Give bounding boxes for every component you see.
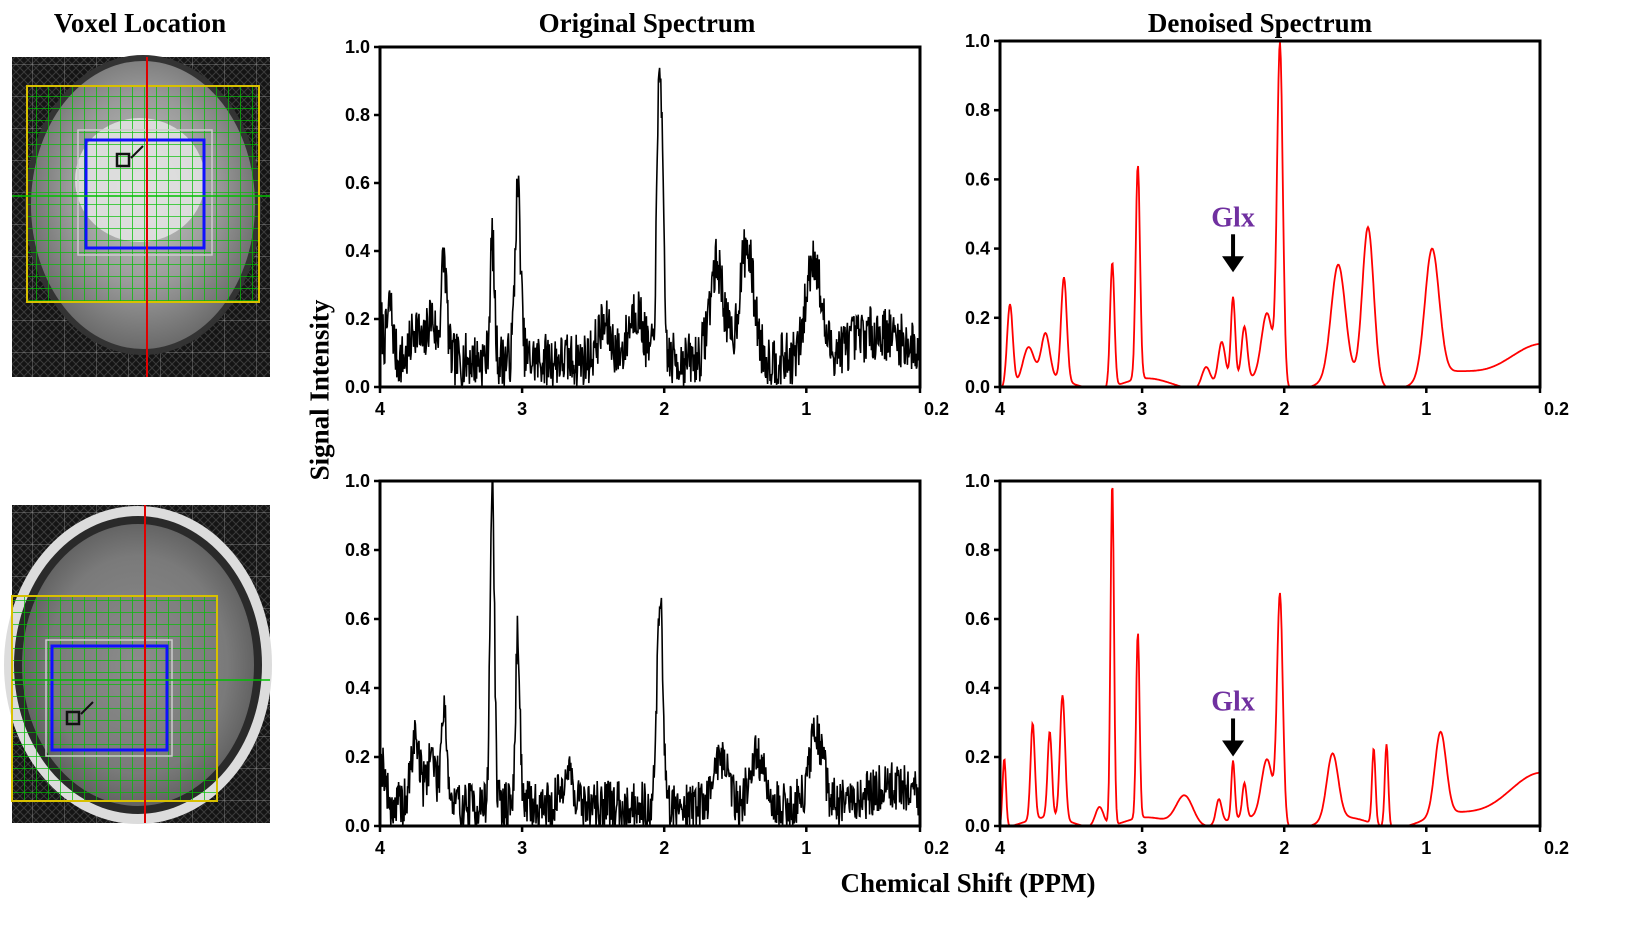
y-tick-label: 0.6 — [965, 609, 990, 629]
x-tick-label: 0.2 — [1544, 838, 1569, 858]
chart-den-top: 0.0 0.2 0.4 0.6 0.8 1.0 4 3 2 1 0.2 Glx — [965, 31, 1569, 419]
chart-orig-top: 0.0 0.2 0.4 0.6 0.8 1.0 4 3 2 1 0.2 — [345, 37, 949, 419]
plot-frame — [998, 39, 1542, 389]
y-tick-label: 0.6 — [345, 173, 370, 193]
x-tick-label: 3 — [517, 399, 527, 419]
y-tick-label: 0.2 — [345, 747, 370, 767]
glx-arrow-icon — [1222, 740, 1245, 757]
y-tick-label: 0.8 — [965, 540, 990, 560]
x-tick-label: 3 — [1137, 838, 1147, 858]
y-tick-label: 0.2 — [965, 747, 990, 767]
x-axis-title: Chemical Shift (PPM) — [840, 868, 1096, 898]
y-tick-label: 0.8 — [965, 100, 990, 120]
mri-top-image — [12, 55, 270, 377]
y-tick-label: 0.0 — [345, 377, 370, 397]
voxel-location-title: Voxel Location — [53, 8, 227, 38]
y-tick-label: 1.0 — [345, 37, 370, 57]
glx-annotation-label: Glx — [1211, 202, 1255, 233]
y-tick-label: 0.8 — [345, 540, 370, 560]
y-tick-label: 1.0 — [965, 31, 990, 51]
y-tick-label: 0.6 — [345, 609, 370, 629]
plot-frame — [998, 479, 1542, 828]
x-tick-label: 4 — [375, 838, 385, 858]
x-tick-label: 3 — [1137, 399, 1147, 419]
y-tick-label: 0.0 — [345, 816, 370, 836]
y-tick-label: 0.2 — [965, 308, 990, 328]
plot-frame — [378, 479, 922, 828]
x-tick-label: 1 — [801, 838, 811, 858]
x-tick-label: 0.2 — [924, 838, 949, 858]
spectrum-line — [379, 67, 921, 390]
denoised-spectrum-title: Denoised Spectrum — [1147, 8, 1373, 38]
y-tick-label: 0.6 — [965, 169, 990, 189]
original-spectrum-title: Original Spectrum — [538, 8, 756, 38]
x-tick-label: 1 — [801, 399, 811, 419]
spectrum-line — [379, 480, 921, 827]
x-tick-label: 4 — [995, 838, 1005, 858]
x-tick-label: 0.2 — [924, 399, 949, 419]
glx-arrow-icon — [1222, 256, 1245, 273]
spectrum-line — [1000, 42, 1541, 388]
x-tick-label: 4 — [995, 399, 1005, 419]
plot-frame — [378, 45, 922, 389]
spectrum-line — [999, 487, 1540, 827]
x-tick-label: 1 — [1421, 838, 1431, 858]
y-tick-label: 0.0 — [965, 377, 990, 397]
y-tick-label: 0.4 — [965, 239, 990, 259]
x-tick-label: 2 — [1279, 838, 1289, 858]
x-tick-label: 3 — [517, 838, 527, 858]
x-tick-label: 0.2 — [1544, 399, 1569, 419]
x-tick-label: 1 — [1421, 399, 1431, 419]
y-tick-label: 1.0 — [965, 471, 990, 491]
x-tick-label: 2 — [1279, 399, 1289, 419]
y-tick-label: 1.0 — [345, 471, 370, 491]
y-tick-label: 0.4 — [965, 678, 990, 698]
chart-orig-bot: 0.0 0.2 0.4 0.6 0.8 1.0 4 3 2 1 0.2 — [345, 471, 949, 858]
mri-bottom-image — [4, 505, 272, 824]
chart-den-bot: 0.0 0.2 0.4 0.6 0.8 1.0 4 3 2 1 0.2 Glx — [965, 471, 1569, 858]
y-tick-label: 0.8 — [345, 105, 370, 125]
y-tick-label: 0.2 — [345, 309, 370, 329]
x-tick-label: 4 — [375, 399, 385, 419]
y-tick-label: 0.4 — [345, 241, 370, 261]
y-tick-label: 0.0 — [965, 816, 990, 836]
x-tick-label: 2 — [659, 399, 669, 419]
x-tick-label: 2 — [659, 838, 669, 858]
y-tick-label: 0.4 — [345, 678, 370, 698]
glx-annotation-label: Glx — [1211, 686, 1255, 717]
